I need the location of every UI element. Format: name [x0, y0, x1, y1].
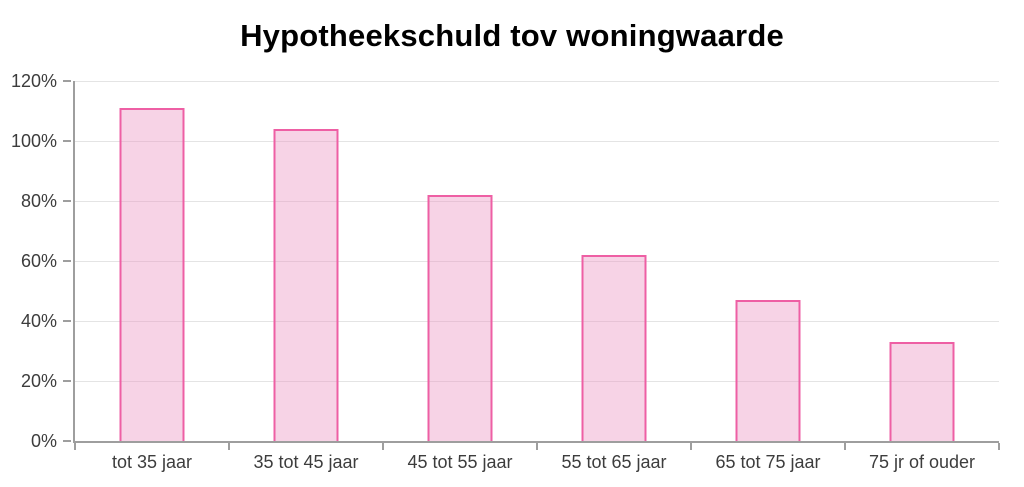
x-axis-labels: tot 35 jaar 35 tot 45 jaar 45 tot 55 jaar 5…	[75, 452, 999, 476]
y-axis-tick	[63, 320, 71, 322]
bar	[427, 195, 493, 441]
bar-slot	[75, 81, 229, 441]
x-axis-tick	[74, 443, 76, 450]
x-axis-tick	[227, 443, 230, 450]
y-axis-label: 100%	[10, 131, 57, 151]
y-axis-label: 60%	[20, 251, 57, 271]
gridline	[75, 141, 999, 142]
x-axis-tick	[998, 443, 1000, 450]
bar-slot	[229, 81, 383, 441]
bar-slot	[383, 81, 537, 441]
x-axis-label: 55 tot 65 jaar	[561, 452, 667, 472]
gridline	[75, 201, 999, 202]
y-axis-label: 20%	[20, 371, 57, 391]
gridline	[75, 81, 999, 82]
x-axis-label: 75 jr of ouder	[868, 452, 976, 472]
x-axis-tick	[381, 443, 384, 450]
bar-slot	[691, 81, 845, 441]
plot-area: 0% 20% 40% 60% 80% 100% 120%	[11, 71, 1000, 451]
bar-slots	[75, 81, 999, 441]
y-axis-tick	[63, 80, 71, 82]
bar	[119, 108, 185, 441]
x-axis-label: 45 tot 55 jaar	[407, 452, 513, 472]
x-axis-tick	[844, 443, 846, 450]
gridline	[75, 381, 999, 382]
y-axis-tick	[63, 140, 71, 142]
bar-slot	[537, 81, 691, 441]
x-axis-label: 35 tot 45 jaar	[253, 452, 359, 472]
bar	[889, 342, 955, 441]
bar	[735, 300, 801, 441]
y-axis-label: 0%	[30, 431, 57, 451]
x-axis-tick	[689, 443, 692, 450]
y-axis-tick	[63, 200, 71, 202]
x-axis-label: tot 35 jaar	[111, 452, 193, 472]
y-axis-tick	[63, 380, 71, 382]
bar	[581, 255, 647, 441]
x-axis-label: 65 tot 75 jaar	[715, 452, 821, 472]
gridline	[75, 321, 999, 322]
y-axis-label: 80%	[20, 191, 57, 211]
y-axis-tick	[63, 260, 71, 262]
x-axis-tick	[536, 443, 538, 450]
gridline	[75, 261, 999, 262]
chart-title: Hypotheekschuld tov woningwaarde	[240, 18, 784, 53]
y-axis-label: 120%	[10, 71, 57, 91]
bar-slot	[845, 81, 999, 441]
y-axis-label: 40%	[20, 311, 57, 331]
y-axis-tick	[63, 440, 71, 442]
bar	[273, 129, 339, 441]
